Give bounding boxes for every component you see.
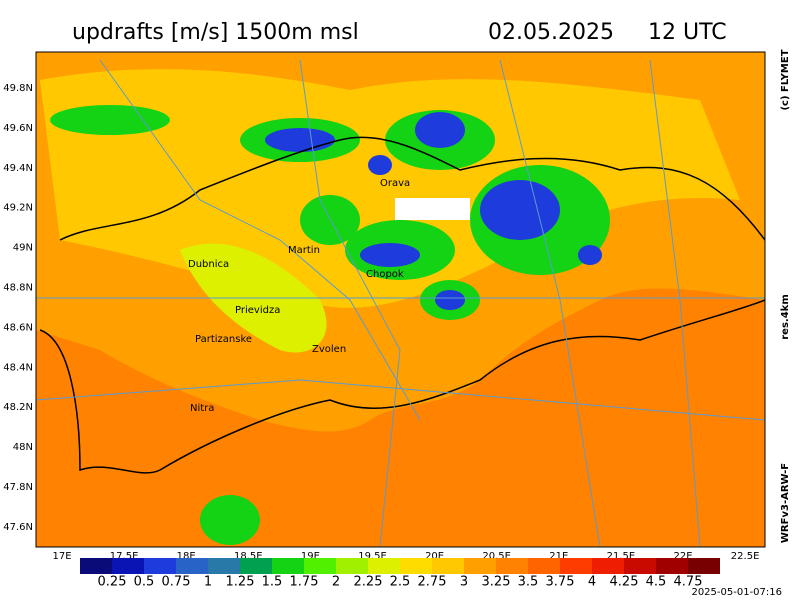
model: WRFv3-ARW-F	[780, 463, 791, 543]
place-label: Dubnica	[188, 259, 229, 270]
time: 12 UTC	[648, 20, 727, 45]
colorbar-swatch	[656, 558, 688, 574]
colorbar-swatch	[464, 558, 496, 574]
colorbar-swatch	[304, 558, 336, 574]
colorbar-swatch	[272, 558, 304, 574]
colorbar-label: 3.75	[546, 575, 575, 590]
airspace-line	[35, 59, 766, 548]
date: 02.05.2025	[488, 20, 614, 45]
lon-label: 17E	[52, 551, 71, 562]
colorbar-swatch	[336, 558, 368, 574]
lat-label: 48.8N	[3, 283, 33, 294]
colorbar-label: 2.25	[354, 575, 383, 590]
colorbar-swatch	[80, 558, 112, 574]
colorbar-label: 4.5	[646, 575, 667, 590]
colorbar-swatch	[144, 558, 176, 574]
place-label: Orava	[380, 178, 410, 189]
lon-label: 20.5E	[482, 551, 511, 562]
lon-label: 18.5E	[234, 551, 263, 562]
lat-label: 49.4N	[3, 163, 33, 174]
colorbar-label: 1.75	[290, 575, 319, 590]
region-shade	[265, 112, 602, 310]
place-label: Partizanske	[195, 334, 252, 345]
colorbar-swatch	[176, 558, 208, 574]
colorbar-label: 0.75	[162, 575, 191, 590]
lat-label: 49N	[13, 243, 33, 254]
resolution: res.4km	[780, 294, 791, 340]
lat-label: 48.6N	[3, 322, 33, 333]
colorbar-label: 2.75	[418, 575, 447, 590]
colorbar-swatch	[496, 558, 528, 574]
lat-label: 48N	[13, 442, 33, 453]
colorbar-swatch	[560, 558, 592, 574]
lat-label: 49.8N	[3, 83, 33, 94]
place-label: Nitra	[190, 403, 214, 414]
lon-label: 22.5E	[731, 551, 760, 562]
copyright: (c) FLYMET	[780, 49, 791, 110]
colorbar-label: 2.5	[390, 575, 411, 590]
map-frame	[35, 51, 766, 548]
border	[39, 136, 766, 474]
lon-label: 21E	[549, 551, 568, 562]
colorbar-swatch	[688, 558, 720, 574]
colorbar-label: 3.5	[518, 575, 539, 590]
lat-label: 49.6N	[3, 123, 33, 134]
colorbar-swatch	[368, 558, 400, 574]
title: updrafts [m/s] 1500m msl	[72, 20, 359, 45]
lon-label: 19E	[301, 551, 320, 562]
colorbar-swatch	[528, 558, 560, 574]
place-label: Martin	[288, 245, 320, 256]
colorbar-label: 1	[204, 575, 212, 590]
lon-label: 19.5E	[358, 551, 387, 562]
lat-label: 47.8N	[3, 482, 33, 493]
colorbar-swatch	[112, 558, 144, 574]
colorbar-label: 3	[460, 575, 468, 590]
colorbar-label: 3.25	[482, 575, 511, 590]
colorbar-swatch	[592, 558, 624, 574]
colorbar-label: 4	[588, 575, 596, 590]
colorbar-swatch	[208, 558, 240, 574]
colorbar-label: 1.25	[226, 575, 255, 590]
place-label: Chopok	[366, 269, 404, 280]
colorbar-swatch	[432, 558, 464, 574]
lat-label: 48.4N	[3, 362, 33, 373]
colorbar-label: 2	[332, 575, 340, 590]
map	[35, 52, 766, 548]
lon-label: 20E	[425, 551, 444, 562]
place-label: Prievidza	[235, 305, 280, 316]
colorbar-label: 4.25	[610, 575, 639, 590]
colorbar-swatch	[624, 558, 656, 574]
lat-label: 47.6N	[3, 522, 33, 533]
lat-label: 49.2N	[3, 203, 33, 214]
colorbar-label: 0.25	[98, 575, 127, 590]
colorbar-label: 0.5	[134, 575, 155, 590]
place-label: Zvolen	[312, 344, 346, 355]
lon-label: 17.5E	[110, 551, 139, 562]
colorbar-swatch	[400, 558, 432, 574]
lon-label: 21.5E	[607, 551, 636, 562]
colorbar-label: 1.5	[262, 575, 283, 590]
timestamp: 2025-05-01-07:16	[691, 587, 782, 598]
lon-label: 22E	[673, 551, 692, 562]
lat-label: 48.2N	[3, 402, 33, 413]
colorbar-swatch	[240, 558, 272, 574]
lon-label: 18E	[177, 551, 196, 562]
white-patch	[395, 198, 470, 220]
colorbar-label: 4.75	[674, 575, 703, 590]
